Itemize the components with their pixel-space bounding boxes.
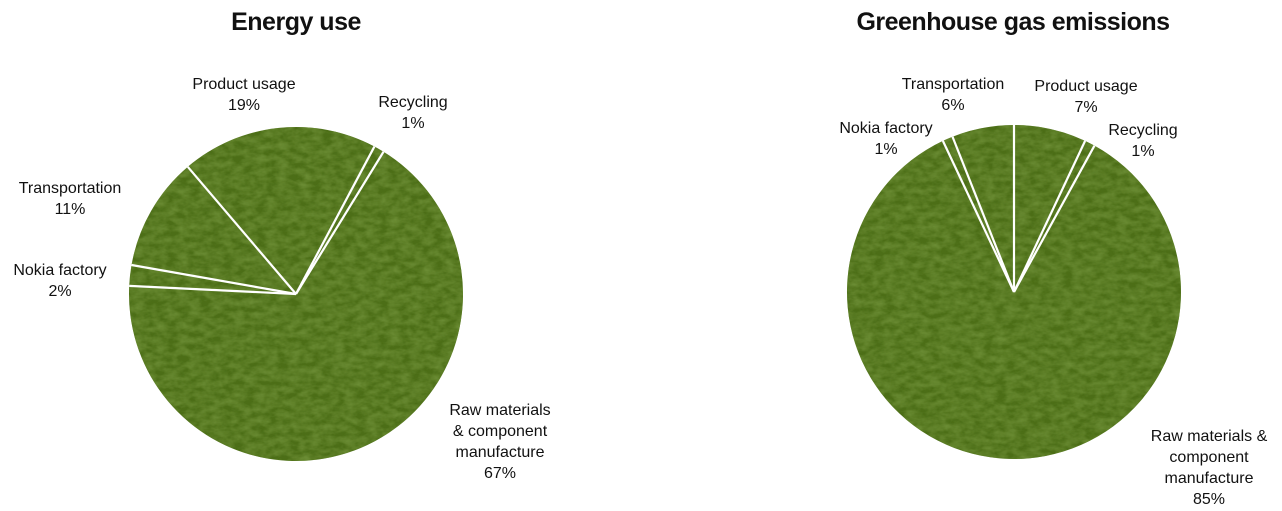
slice-value: 2% bbox=[48, 283, 72, 300]
slice-label-nokia-factory: Nokia factory 2% bbox=[13, 260, 106, 302]
slice-label-recycling: Recycling 1% bbox=[1108, 120, 1177, 162]
slice-value: 7% bbox=[1074, 99, 1098, 116]
slice-name-line: component bbox=[1169, 449, 1249, 466]
slice-label-nokia-factory: Nokia factory 1% bbox=[839, 118, 932, 160]
energy-use-chart: Energy use Product usage 19% Recycling 1… bbox=[0, 0, 620, 511]
slice-label-product-usage: Product usage 19% bbox=[192, 74, 295, 116]
slice-name: Nokia factory bbox=[839, 120, 933, 137]
slice-name: Product usage bbox=[1034, 78, 1138, 95]
slice-divider bbox=[131, 263, 297, 296]
slice-label-recycling: Recycling 1% bbox=[378, 92, 447, 134]
slice-name-line: & component bbox=[452, 423, 548, 440]
chart-title: Greenhouse gas emissions bbox=[856, 8, 1170, 36]
slice-name-line: Raw materials & bbox=[1150, 428, 1268, 445]
slice-divider bbox=[295, 146, 376, 295]
chart-title: Energy use bbox=[231, 8, 361, 36]
slice-name: Transportation bbox=[18, 180, 122, 197]
slice-name-line: manufacture bbox=[1164, 470, 1254, 487]
slice-value: 19% bbox=[227, 97, 261, 114]
slice-value: 6% bbox=[941, 97, 965, 114]
greenhouse-gas-emissions-chart: Greenhouse gas emissions Transportation … bbox=[640, 0, 1282, 511]
slice-divider bbox=[1013, 145, 1096, 293]
slice-label-raw-materials: Raw materials & component manufacture 85… bbox=[1151, 426, 1267, 510]
slice-label-transportation: Transportation 6% bbox=[902, 74, 1005, 116]
slice-name-line: Raw materials bbox=[449, 402, 551, 419]
slice-value: 67% bbox=[483, 465, 517, 482]
slice-label-transportation: Transportation 11% bbox=[19, 178, 122, 220]
slice-name: Product usage bbox=[192, 76, 296, 93]
slice-label-raw-materials: Raw materials & component manufacture 67… bbox=[449, 400, 550, 484]
slice-name: Nokia factory bbox=[13, 262, 107, 279]
slice-name: Recycling bbox=[1108, 122, 1178, 139]
slice-divider bbox=[941, 140, 1015, 293]
slice-value: 1% bbox=[874, 141, 898, 158]
slice-value: 1% bbox=[1131, 143, 1155, 160]
slice-divider bbox=[1013, 140, 1087, 293]
slice-name: Transportation bbox=[901, 76, 1005, 93]
slice-divider bbox=[186, 166, 297, 295]
slice-value: 85% bbox=[1192, 491, 1226, 508]
slice-value: 1% bbox=[401, 115, 425, 132]
slice-name: Recycling bbox=[378, 94, 448, 111]
slice-divider bbox=[951, 136, 1016, 293]
ghg-pie bbox=[846, 125, 1181, 459]
energy-pie bbox=[129, 126, 464, 461]
slice-divider bbox=[295, 151, 385, 295]
slice-value: 11% bbox=[54, 201, 86, 218]
slice-divider bbox=[129, 284, 297, 296]
slice-name-line: manufacture bbox=[455, 444, 545, 461]
slice-label-product-usage: Product usage 7% bbox=[1034, 76, 1137, 118]
